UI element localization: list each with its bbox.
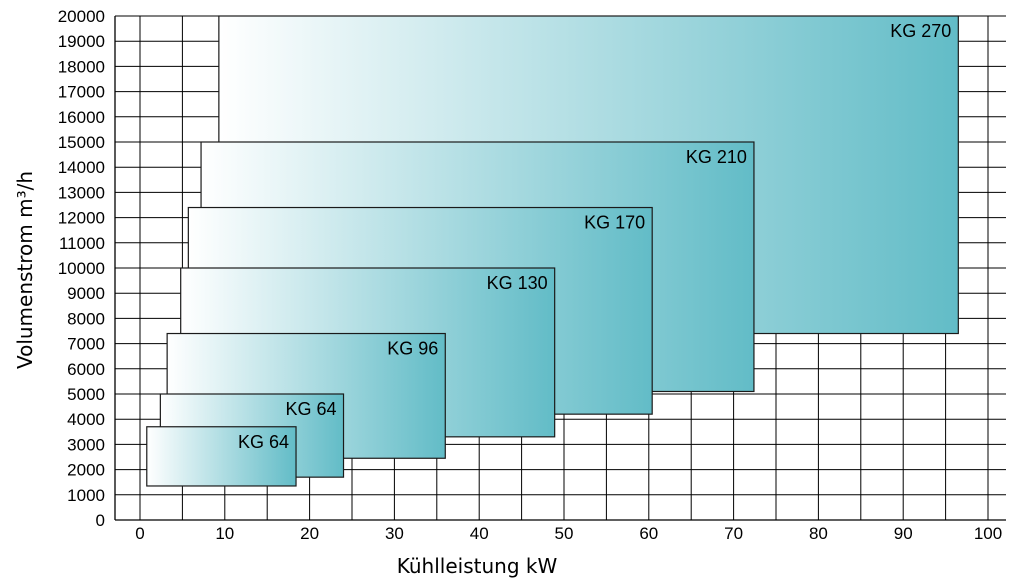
range-box-rect bbox=[146, 426, 297, 487]
range-box: KG 64 bbox=[146, 426, 297, 487]
x-tick-label: 30 bbox=[385, 524, 404, 543]
y-tick-label: 19000 bbox=[58, 32, 105, 51]
x-tick-labels: 0 10 20 30 40 50 60 70 80 90 100 bbox=[135, 524, 1002, 543]
range-box-label: KG 130 bbox=[487, 273, 548, 293]
y-tick-label: 0 bbox=[96, 511, 105, 530]
x-tick-label: 80 bbox=[809, 524, 828, 543]
y-tick-labels: 0 1000 2000 3000 4000 5000 6000 7000 8000 9000 100… bbox=[58, 7, 105, 530]
y-tick-label: 1000 bbox=[67, 486, 105, 505]
range-box-label: KG 270 bbox=[890, 21, 951, 41]
y-tick-label: 13000 bbox=[58, 183, 105, 202]
y-tick-label: 2000 bbox=[67, 461, 105, 480]
y-tick-label: 3000 bbox=[67, 435, 105, 454]
range-box-label: KG 170 bbox=[584, 213, 645, 233]
x-tick-label: 90 bbox=[894, 524, 913, 543]
x-tick-label: 100 bbox=[974, 524, 1002, 543]
x-tick-label: 10 bbox=[215, 524, 234, 543]
y-tick-label: 6000 bbox=[67, 360, 105, 379]
x-axis-title: Kühlleistung kW bbox=[397, 554, 558, 578]
range-box-label: KG 64 bbox=[285, 399, 336, 419]
range-box-label: KG 96 bbox=[387, 339, 438, 359]
y-tick-label: 8000 bbox=[67, 309, 105, 328]
range-boxes: KG 270 KG 210 KG 170 KG 130 KG 96 KG 64 KG 64 bbox=[146, 15, 959, 487]
y-tick-label: 9000 bbox=[67, 284, 105, 303]
axes bbox=[114, 16, 1006, 521]
y-tick-label: 16000 bbox=[58, 108, 105, 127]
y-tick-label: 15000 bbox=[58, 133, 105, 152]
y-tick-label: 10000 bbox=[58, 259, 105, 278]
x-tick-label: 0 bbox=[135, 524, 144, 543]
range-box-label: KG 64 bbox=[238, 432, 289, 452]
x-tick-label: 50 bbox=[555, 524, 574, 543]
x-tick-label: 60 bbox=[639, 524, 658, 543]
y-tick-label: 18000 bbox=[58, 57, 105, 76]
y-tick-label: 20000 bbox=[58, 7, 105, 26]
y-tick-label: 17000 bbox=[58, 83, 105, 102]
y-tick-label: 11000 bbox=[59, 234, 105, 253]
range-box-label: KG 210 bbox=[686, 147, 747, 167]
y-tick-label: 5000 bbox=[67, 385, 105, 404]
x-tick-label: 40 bbox=[470, 524, 489, 543]
y-tick-label: 4000 bbox=[67, 410, 105, 429]
y-tick-label: 14000 bbox=[58, 158, 105, 177]
y-tick-label: 12000 bbox=[58, 209, 105, 228]
x-tick-label: 70 bbox=[724, 524, 743, 543]
x-tick-label: 20 bbox=[300, 524, 319, 543]
y-axis-title: Volumenstrom m³/h bbox=[13, 171, 37, 369]
y-tick-label: 7000 bbox=[67, 335, 105, 354]
